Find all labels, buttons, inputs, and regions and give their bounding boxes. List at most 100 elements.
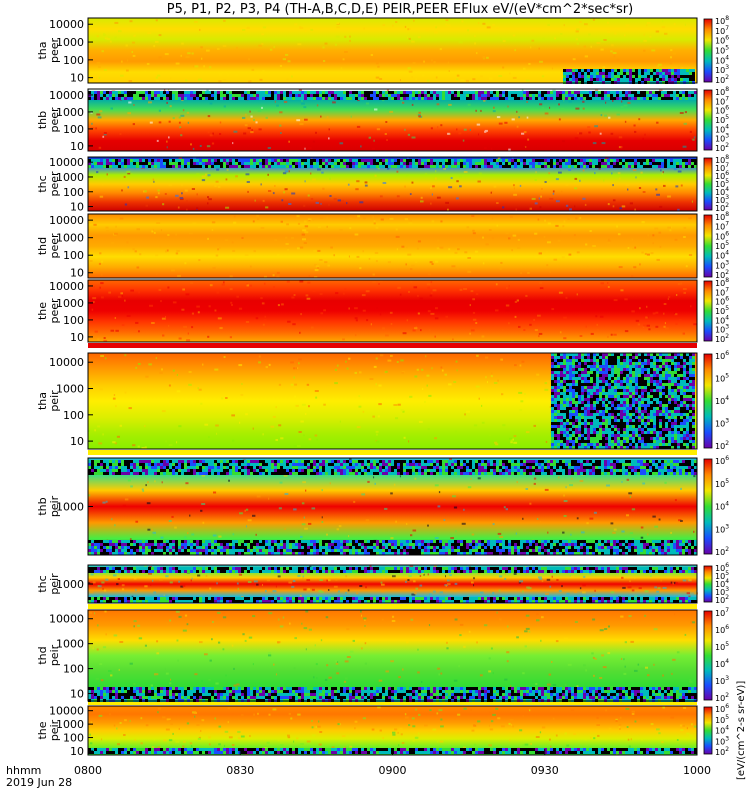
colorbar-tick-label: 108: [715, 154, 729, 165]
colorbar-tick-label: 105: [715, 114, 729, 125]
colorbar-tick-label: 102: [715, 202, 729, 213]
colorbar-tick-label: 105: [715, 641, 729, 652]
colorbar: [703, 565, 713, 603]
y-tick-label: 1000: [56, 171, 84, 184]
colorbar-tick-label: 105: [715, 714, 729, 725]
noise-band: [88, 159, 697, 168]
y-tick-label: 10000: [49, 705, 84, 718]
y-tick-label: 10000: [49, 156, 84, 169]
spectrogram-texture: [96, 18, 686, 83]
colorbar-tick-label: 108: [715, 277, 729, 288]
noise-band: [88, 748, 697, 754]
colorbar-tick-label: 102: [715, 142, 729, 153]
species-label: peer: [48, 298, 61, 324]
colorbar-tick-label: 104: [715, 501, 729, 512]
colorbar-tick-label: 102: [715, 746, 729, 757]
y-tick-label: 1000: [56, 232, 84, 245]
time-label-date: 2019 Jun 28: [6, 776, 72, 789]
colorbar-tick-label: 102: [715, 74, 729, 85]
y-tick-label: 1000: [56, 501, 84, 514]
species-label: peer: [48, 233, 61, 259]
colorbar-tick-label: 103: [715, 418, 729, 429]
colorbar: [703, 18, 713, 83]
y-tick-label: 10: [70, 267, 84, 280]
colorbar: [703, 353, 713, 449]
spectrogram-field: [88, 214, 697, 278]
colorbar-tick-label: 103: [715, 675, 729, 686]
panel-frame: [87, 156, 698, 212]
spectrogram-field: [88, 280, 697, 342]
colorbar-tick-label: 104: [715, 658, 729, 669]
y-tick-label: 1000: [56, 383, 84, 396]
panel-tha-peer: 10100100010000thapeer1021031041051061071…: [36, 15, 729, 85]
noise-band: [551, 353, 695, 449]
colorbar-units-label: [eV/(cm^2-s sr-eV)]: [736, 681, 747, 780]
species-label: peir: [48, 390, 61, 412]
probe-label: tha: [36, 392, 49, 410]
colorbar-tick-label: 107: [715, 286, 729, 297]
colorbar-tick-label: 103: [715, 523, 729, 534]
colorbar-tick-label: 103: [715, 735, 729, 746]
y-tick-label: 10000: [49, 613, 84, 626]
colorbar-tick-label: 106: [715, 703, 729, 714]
noise-band: [563, 69, 695, 84]
spectrogram-texture: [90, 280, 697, 342]
colorbar-tick-label: 102: [715, 546, 729, 557]
y-tick-label: 10000: [49, 89, 84, 102]
noise-band: [88, 540, 697, 555]
colorbar-tick-label: 103: [715, 133, 729, 144]
y-tick-label: 1000: [56, 106, 84, 119]
colorbar-tick-label: 104: [715, 578, 729, 589]
panel-label: thapeer: [36, 38, 61, 64]
panel-the-peer: 10100100010000thepeer1021031041051061071…: [36, 277, 729, 344]
panel-label: thdpeir: [36, 644, 61, 666]
spectrogram-field: [88, 610, 697, 701]
x-tick-label: 0900: [379, 764, 407, 777]
panel-label: thapeir: [36, 390, 61, 412]
x-tick-label: 0830: [226, 764, 254, 777]
time-label-hhmm: hhmm: [6, 764, 41, 777]
colorbar-tick-label: 105: [715, 305, 729, 316]
noise-band: [88, 91, 697, 100]
x-tick-label: 0930: [531, 764, 559, 777]
probe-label: thb: [36, 111, 49, 129]
panel-frame: [87, 279, 698, 343]
colorbar-tick-label: 106: [715, 230, 729, 241]
species-label: peir: [48, 573, 61, 595]
y-tick-label: 1000: [56, 578, 84, 591]
separator-strip: [88, 343, 697, 348]
chart-title: P5, P1, P2, P3, P4 (TH-A,B,C,D,E) PEIR,P…: [167, 2, 633, 17]
panel-frame: [87, 352, 698, 450]
colorbar-tick-label: 107: [715, 221, 729, 232]
colorbar-tick-label: 106: [715, 296, 729, 307]
y-tick-label: 100: [63, 54, 84, 67]
noise-band: [88, 460, 697, 475]
colorbar-tick-label: 105: [715, 570, 729, 581]
y-tick-label: 10000: [49, 18, 84, 31]
colorbar: [703, 458, 713, 555]
colorbar-tick-label: 104: [715, 186, 729, 197]
colorbar-tick-label: 102: [715, 692, 729, 703]
y-tick-label: 1000: [56, 36, 84, 49]
colorbar-tick-label: 107: [715, 95, 729, 106]
y-tick-label: 100: [63, 663, 84, 676]
probe-label: thc: [36, 175, 49, 192]
y-tick-label: 100: [63, 314, 84, 327]
colorbar-tick-label: 106: [715, 562, 729, 573]
spectrogram-texture: [89, 214, 693, 278]
panel-thd-peer: 10100100010000thdpeer1021031041051061071…: [36, 211, 729, 280]
time-axis: 0800 0830 0900 0930 1000: [74, 749, 711, 777]
colorbar-tick-label: 108: [715, 15, 729, 26]
colorbar-tick-label: 103: [715, 194, 729, 205]
x-tick-label: 0800: [74, 764, 102, 777]
y-tick-label: 10000: [49, 214, 84, 227]
panel-thb-peer: 10100100010000thbpeer1021031041051061071…: [36, 86, 729, 153]
separator-strip: [88, 702, 697, 705]
probe-label: thc: [36, 575, 49, 592]
colorbar-tick-label: 102: [715, 594, 729, 605]
probe-label: the: [36, 302, 49, 320]
noise-band: [88, 567, 697, 573]
colorbar-tick-label: 105: [715, 178, 729, 189]
